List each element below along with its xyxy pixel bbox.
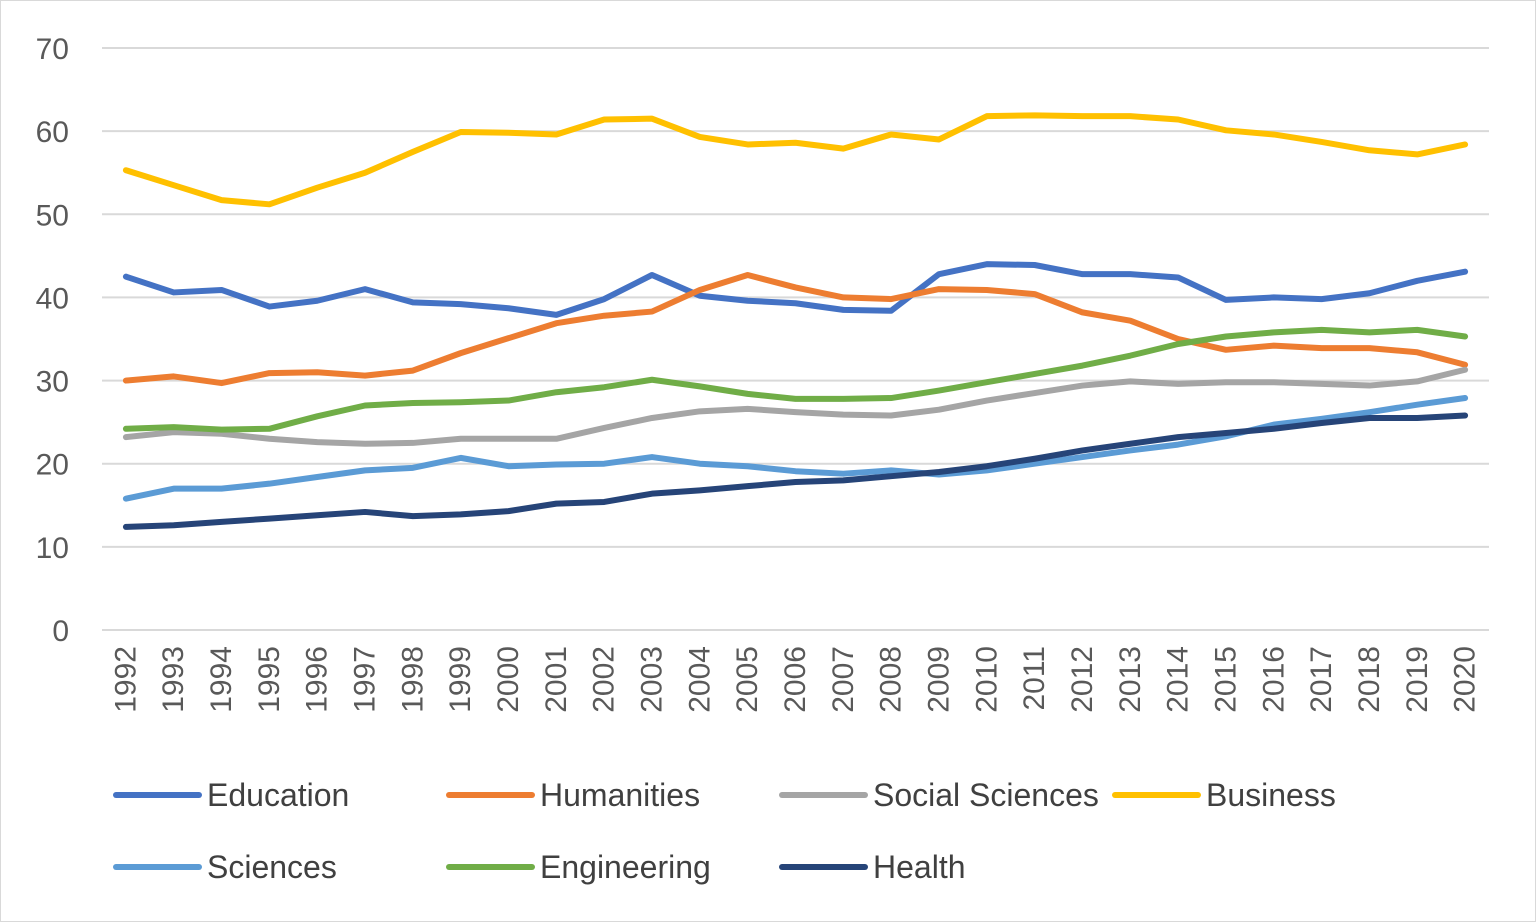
y-tick-label: 30 bbox=[36, 366, 69, 399]
series-line-humanities bbox=[126, 275, 1465, 383]
x-tick-label: 2000 bbox=[492, 646, 525, 713]
legend-label: Business bbox=[1206, 777, 1336, 813]
x-tick-label: 1993 bbox=[157, 646, 190, 713]
y-tick-label: 40 bbox=[36, 282, 69, 315]
legend-label: Education bbox=[207, 777, 349, 813]
y-tick-label: 0 bbox=[52, 615, 69, 648]
y-tick-label: 70 bbox=[36, 33, 69, 66]
x-tick-label: 2003 bbox=[636, 646, 669, 713]
x-tick-label: 2011 bbox=[1018, 646, 1051, 711]
x-tick-label: 2007 bbox=[827, 646, 860, 713]
x-tick-label: 2012 bbox=[1066, 646, 1099, 713]
legend-item-education: Education bbox=[116, 777, 349, 813]
x-tick-label: 2017 bbox=[1305, 646, 1338, 713]
legend-item-humanities: Humanities bbox=[449, 777, 700, 813]
x-tick-label: 2019 bbox=[1401, 646, 1434, 713]
legend-item-engineering: Engineering bbox=[449, 849, 711, 885]
x-tick-label: 2002 bbox=[588, 646, 621, 713]
x-tick-label: 2001 bbox=[540, 646, 573, 713]
x-tick-label: 1995 bbox=[253, 646, 286, 713]
x-tick-label: 2008 bbox=[875, 646, 908, 713]
x-tick-label: 1999 bbox=[444, 646, 477, 713]
legend-item-business: Business bbox=[1115, 777, 1336, 813]
y-tick-label: 50 bbox=[36, 199, 69, 232]
legend-label: Humanities bbox=[540, 777, 700, 813]
legend: Education Humanities Social Sciences Busine… bbox=[116, 777, 1336, 885]
x-tick-label: 2015 bbox=[1209, 646, 1242, 713]
x-tick-label: 2006 bbox=[779, 646, 812, 713]
legend-label: Social Sciences bbox=[873, 777, 1099, 813]
y-tick-label: 20 bbox=[36, 449, 69, 482]
x-tick-label: 2018 bbox=[1353, 646, 1386, 713]
legend-label: Engineering bbox=[540, 849, 711, 885]
legend-item-sciences: Sciences bbox=[116, 849, 337, 885]
series-line-business bbox=[126, 115, 1465, 204]
y-tick-label: 10 bbox=[36, 532, 69, 565]
x-tick-label: 2014 bbox=[1162, 646, 1195, 713]
x-tick-label: 1994 bbox=[205, 646, 238, 713]
series-lines bbox=[126, 115, 1465, 527]
x-tick-label: 1992 bbox=[109, 646, 142, 713]
y-axis-tick-labels: 0 10 20 30 40 50 60 70 bbox=[36, 33, 69, 648]
x-tick-label: 2009 bbox=[922, 646, 955, 713]
legend-label: Sciences bbox=[207, 849, 337, 885]
legend-item-social-sciences: Social Sciences bbox=[782, 777, 1099, 813]
x-tick-label: 2016 bbox=[1257, 646, 1290, 713]
x-tick-label: 2013 bbox=[1114, 646, 1147, 713]
legend-item-health: Health bbox=[782, 849, 966, 885]
x-tick-label: 2010 bbox=[970, 646, 1003, 713]
x-tick-label: 1998 bbox=[396, 646, 429, 713]
x-tick-label: 1997 bbox=[349, 646, 382, 713]
x-tick-label: 2020 bbox=[1449, 646, 1482, 713]
y-tick-label: 60 bbox=[36, 116, 69, 149]
x-tick-label: 2004 bbox=[683, 646, 716, 713]
legend-label: Health bbox=[873, 849, 966, 885]
x-tick-label: 1996 bbox=[301, 646, 334, 713]
x-axis-tick-labels: 1992 1993 1994 1995 1996 1997 1998 1999 2000 2001… bbox=[109, 646, 1481, 713]
x-tick-label: 2005 bbox=[731, 646, 764, 713]
